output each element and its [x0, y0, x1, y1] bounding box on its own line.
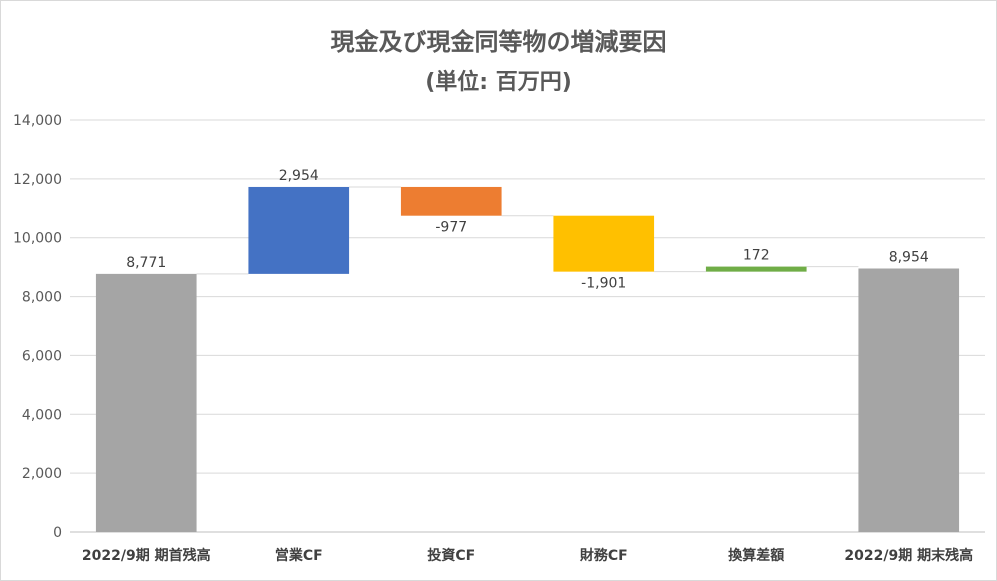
- bar: [95, 273, 197, 532]
- bar: [248, 186, 350, 274]
- y-tick-label: 10,000: [13, 231, 62, 247]
- data-label: 8,954: [889, 249, 929, 265]
- data-label: -977: [435, 220, 467, 236]
- bar: [705, 266, 807, 272]
- bar: [858, 268, 960, 532]
- y-tick-label: 2,000: [22, 466, 62, 482]
- y-tick-label: 4,000: [22, 407, 62, 423]
- category-label: 換算差額: [728, 547, 784, 564]
- gridlines: [70, 119, 985, 533]
- y-axis-tick-labels: 0 2,000 4,000 6,000 8,000 10,000 12,000 14,000: [13, 113, 62, 541]
- category-label: 財務CF: [579, 547, 628, 564]
- y-tick-label: 8,000: [22, 290, 62, 306]
- y-tick-label: 12,000: [13, 172, 62, 188]
- chart-title: 現金及び現金同等物の増減要因: [330, 28, 667, 56]
- bar: [400, 186, 502, 216]
- data-label: 2,954: [279, 168, 319, 184]
- data-label: -1,901: [581, 276, 626, 292]
- category-label: 投資CF: [427, 547, 475, 564]
- y-tick-label: 6,000: [22, 348, 62, 364]
- category-label: 2022/9期 期首残高: [82, 547, 211, 564]
- data-label: 8,771: [126, 255, 166, 271]
- bars: [95, 186, 960, 532]
- y-tick-label: 0: [53, 525, 62, 541]
- connector-lines: [196, 186, 859, 275]
- y-tick-label: 14,000: [13, 113, 62, 129]
- category-label: 2022/9期 期末残高: [844, 547, 973, 564]
- data-labels: 8,771 2,954 -977 -1,901 172 8,954: [126, 168, 929, 292]
- chart-subtitle: (単位: 百万円): [425, 70, 572, 95]
- category-labels: 2022/9期 期首残高 営業CF 投資CF 財務CF 換算差額 2022/9期 期末残高: [82, 547, 973, 564]
- category-label: 営業CF: [275, 547, 323, 564]
- data-label: 172: [743, 248, 770, 264]
- bar: [553, 215, 655, 272]
